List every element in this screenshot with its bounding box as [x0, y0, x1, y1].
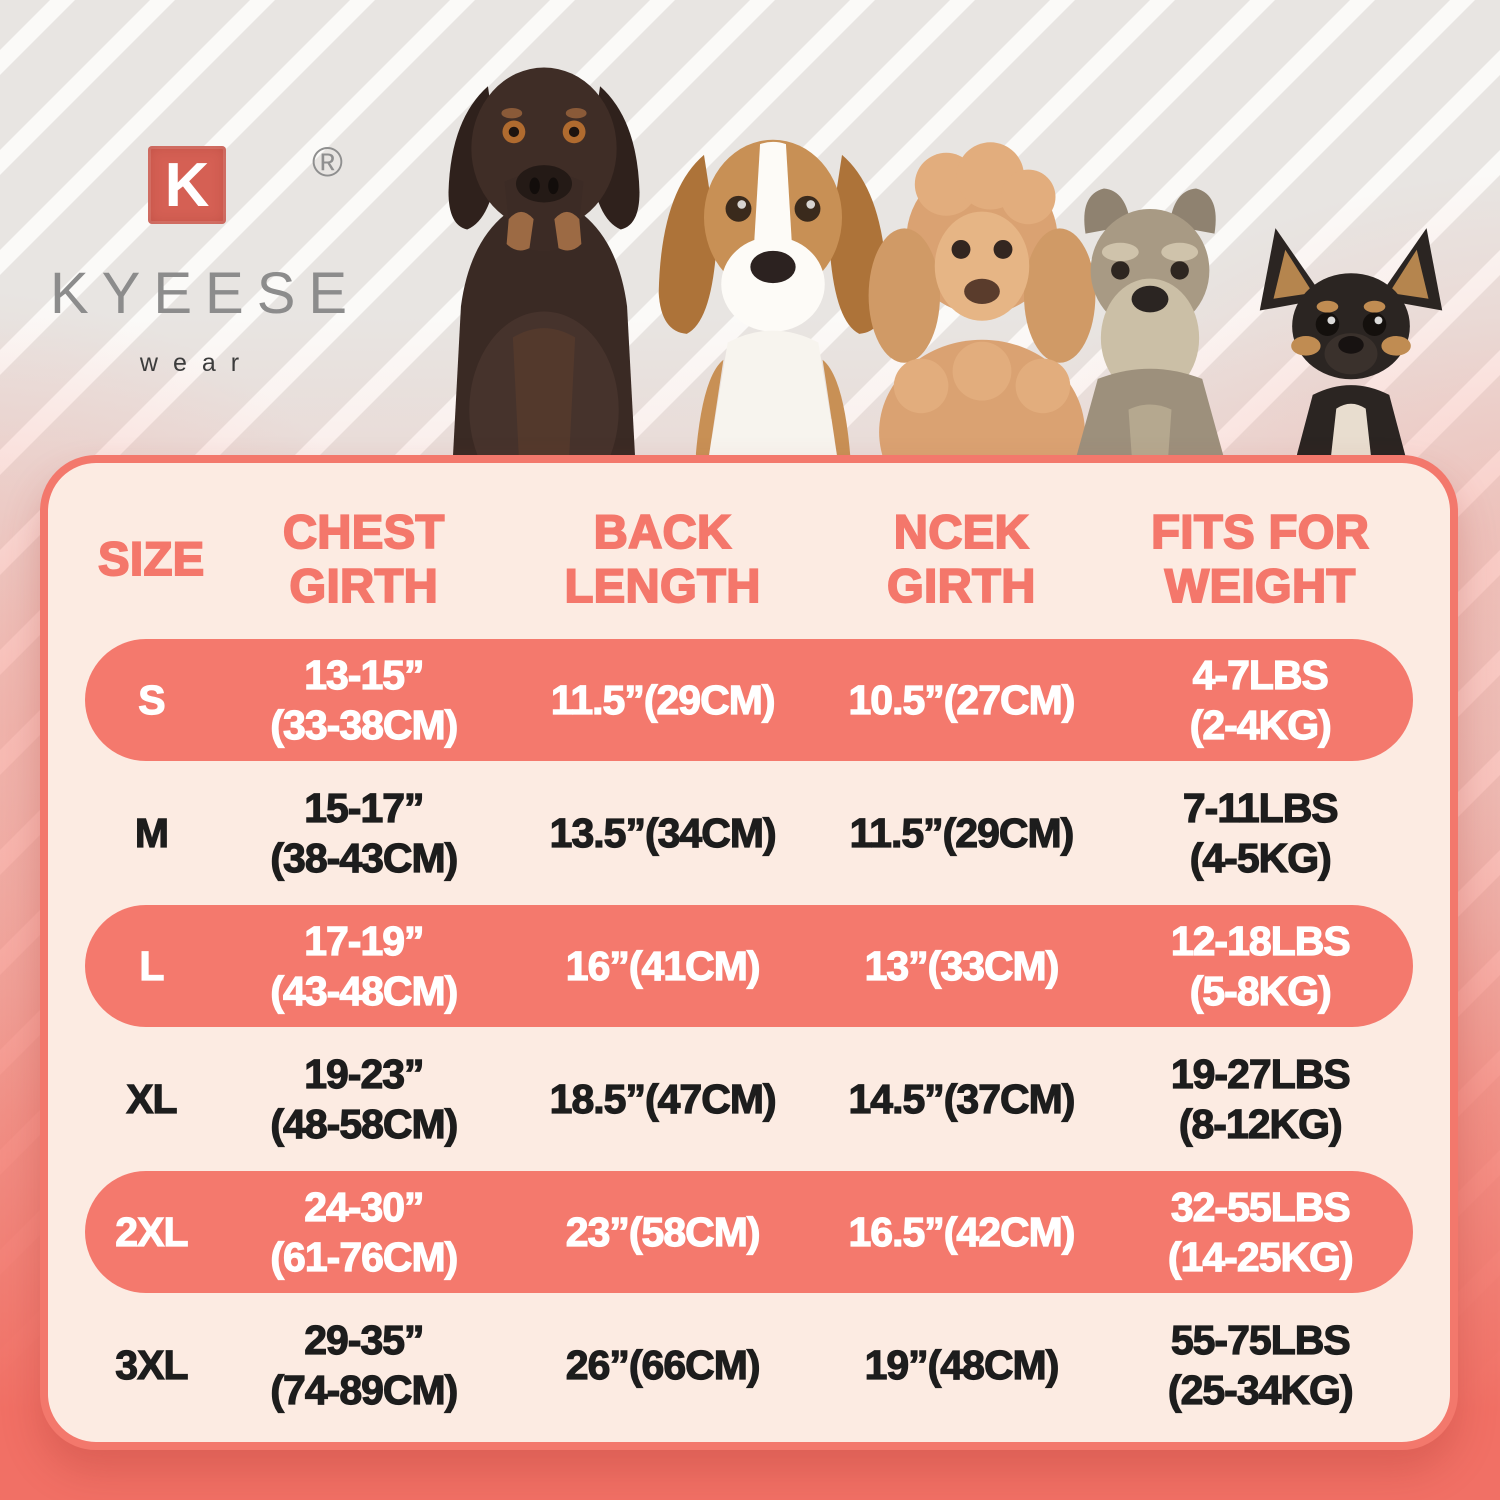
column-header-neck-girth: NCEK GIRTH	[886, 504, 1036, 613]
chest-girth-cell: 17-19” (43-48CM)	[270, 917, 459, 1014]
schnauzer-photo	[1073, 188, 1227, 468]
back-length-cell: 13.5”(34CM)	[549, 809, 777, 856]
chest-girth-cell: 15-17” (38-43CM)	[270, 784, 459, 881]
brand-logo: K ® KYEESE wear	[40, 138, 361, 378]
size-label: XL	[126, 1075, 179, 1122]
neck-girth-cell: 11.5”(29CM)	[849, 809, 1075, 856]
neck-girth-cell: 10.5”(27CM)	[848, 676, 1076, 723]
brand-subtitle: wear	[139, 349, 255, 377]
back-length-cell: 11.5”(29CM)	[550, 676, 776, 723]
table-row-s: S 13-15” (33-38CM) 11.5”(29CM) 10.5”(27C…	[85, 639, 1413, 761]
neck-girth-cell: 13”(33CM)	[864, 942, 1060, 989]
logo-k-mark: K	[148, 146, 226, 224]
weight-cell: 4-7LBS (2-4KG)	[1189, 651, 1332, 748]
poodle-photo	[868, 142, 1096, 470]
neck-girth-cell: 14.5”(37CM)	[848, 1075, 1076, 1122]
table-row-2xl: 2XL 24-30” (61-76CM) 23”(58CM) 16.5”(42C…	[85, 1171, 1413, 1293]
weight-cell: 7-11LBS (4-5KG)	[1182, 784, 1339, 881]
chihuahua-photo	[1259, 228, 1443, 462]
size-label: S	[138, 676, 167, 723]
chest-girth-cell: 24-30” (61-76CM)	[270, 1183, 459, 1280]
size-label: L	[139, 942, 165, 989]
chest-girth-cell: 29-35” (74-89CM)	[270, 1316, 459, 1413]
weight-cell: 55-75LBS (25-34KG)	[1167, 1316, 1354, 1413]
logo-mark-row: K ®	[40, 138, 343, 260]
chest-girth-cell: 13-15” (33-38CM)	[270, 651, 459, 748]
weight-cell: 12-18LBS (5-8KG)	[1170, 917, 1351, 1014]
back-length-cell: 16”(41CM)	[565, 942, 761, 989]
size-label: 2XL	[115, 1208, 189, 1255]
table-row-xl: XL 19-23” (48-58CM) 18.5”(47CM) 14.5”(37…	[85, 1038, 1413, 1160]
back-length-cell: 23”(58CM)	[565, 1208, 761, 1255]
column-header-size: SIZE	[97, 531, 205, 586]
size-chart-header-row: SIZE CHEST GIRTH BACK LENGTH NCEK GIRTH …	[48, 463, 1450, 639]
size-label: 3XL	[115, 1341, 189, 1388]
table-row-l: L 17-19” (43-48CM) 16”(41CM) 13”(33CM) 1…	[85, 905, 1413, 1027]
neck-girth-cell: 16.5”(42CM)	[848, 1208, 1076, 1255]
chest-girth-cell: 19-23” (48-58CM)	[270, 1050, 459, 1147]
weight-cell: 19-27LBS (8-12KG)	[1170, 1050, 1351, 1147]
column-header-back-length: BACK LENGTH	[564, 504, 762, 613]
table-row-m: M 15-17” (38-43CM) 13.5”(34CM) 11.5”(29C…	[85, 772, 1413, 894]
column-header-chest-girth: CHEST GIRTH	[282, 504, 445, 613]
doberman-photo	[448, 67, 640, 462]
column-header-fits-for-weight: FITS FOR WEIGHT	[1150, 504, 1370, 613]
table-row-3xl: 3XL 29-35” (74-89CM) 26”(66CM) 19”(48CM)…	[85, 1304, 1413, 1426]
back-length-cell: 18.5”(47CM)	[549, 1075, 777, 1122]
neck-girth-cell: 19”(48CM)	[864, 1341, 1060, 1388]
back-length-cell: 26”(66CM)	[565, 1341, 761, 1388]
weight-cell: 32-55LBS (14-25KG)	[1167, 1183, 1354, 1280]
size-chart-card: SIZE CHEST GIRTH BACK LENGTH NCEK GIRTH …	[40, 455, 1458, 1450]
brand-name: KYEESE	[50, 261, 361, 326]
size-label: M	[134, 809, 169, 856]
registered-trademark-icon: ®	[312, 138, 343, 185]
